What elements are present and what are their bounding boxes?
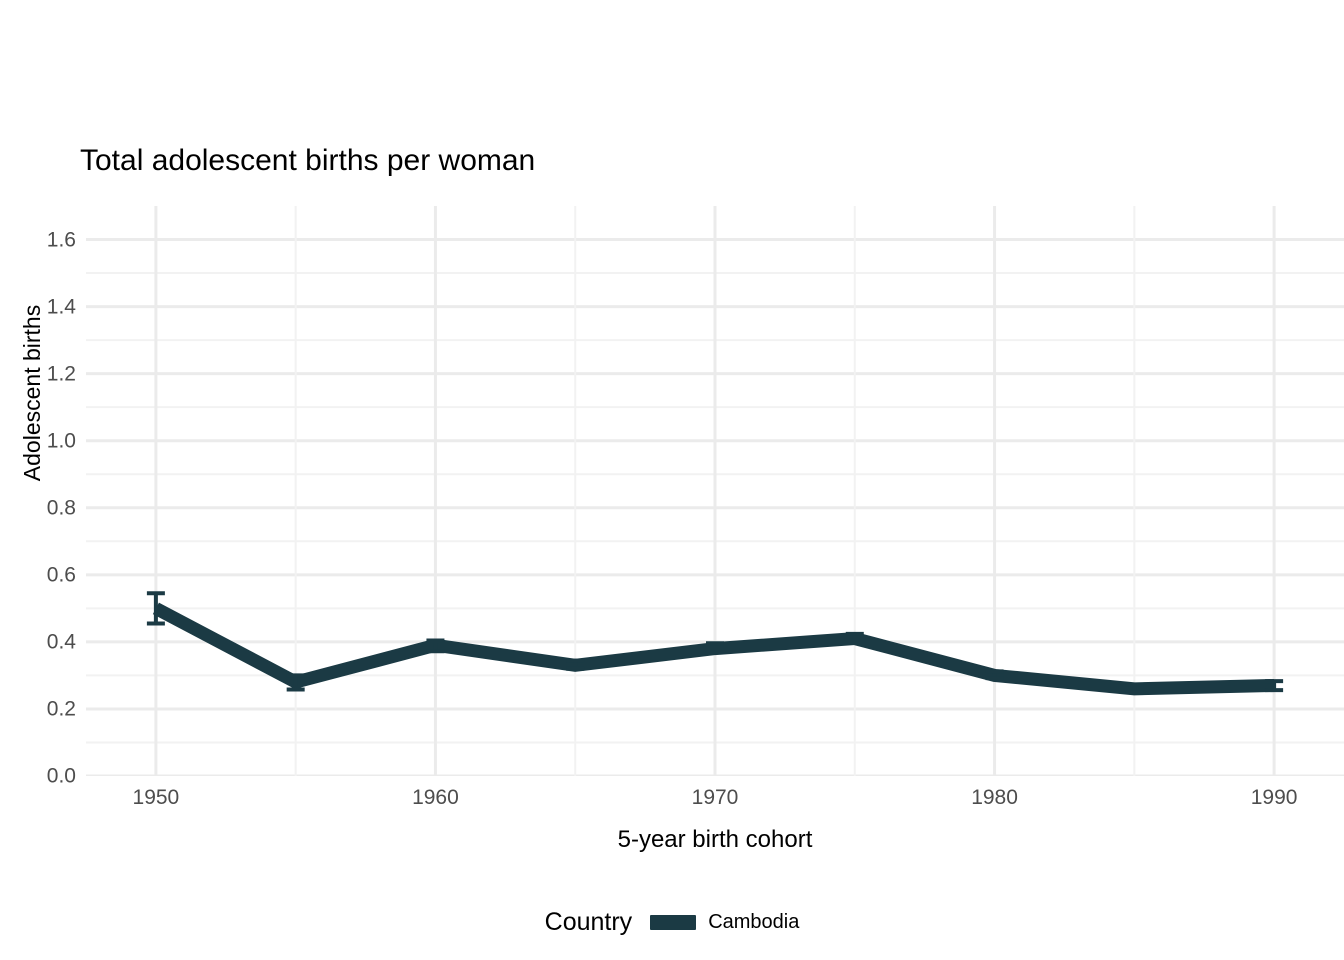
legend-title: Country [544,908,633,936]
x-tick-label: 1980 [971,786,1018,809]
x-axis-tick-labels: 1950 1960 1970 1980 1990 [86,786,1344,816]
plot-area [86,206,1344,776]
y-tick-label: 1.6 [46,228,76,252]
y-tick-label: 1.0 [46,429,76,453]
y-tick-label: 1.4 [46,295,76,319]
y-axis-tick-labels: 0.0 0.2 0.4 0.6 0.8 1.0 1.2 1.4 1.6 [0,206,76,786]
y-tick-label: 0.0 [46,764,76,788]
y-tick-label: 0.8 [46,496,76,520]
x-axis-title: 5-year birth cohort [617,826,813,853]
legend-key-swatch [650,914,697,930]
x-tick-label: 1950 [132,786,180,809]
y-tick-label: 0.6 [46,563,76,587]
x-tick-label: 1970 [691,786,739,809]
legend: Country Cambodia [0,898,1344,946]
legend-entry[interactable]: Cambodia [650,910,799,934]
error-bar-group [146,591,1284,695]
x-tick-label: 1990 [1250,786,1298,809]
y-tick-label: 0.2 [46,697,76,721]
x-tick-label: 1960 [412,786,459,809]
page-title: Total adolescent births per woman [80,144,536,177]
legend-label: Cambodia [708,911,800,933]
y-tick-label: 0.4 [46,630,76,654]
plot-panel [86,206,1344,776]
y-tick-label: 1.2 [46,362,76,386]
legend-entries: Cambodia [650,910,799,934]
